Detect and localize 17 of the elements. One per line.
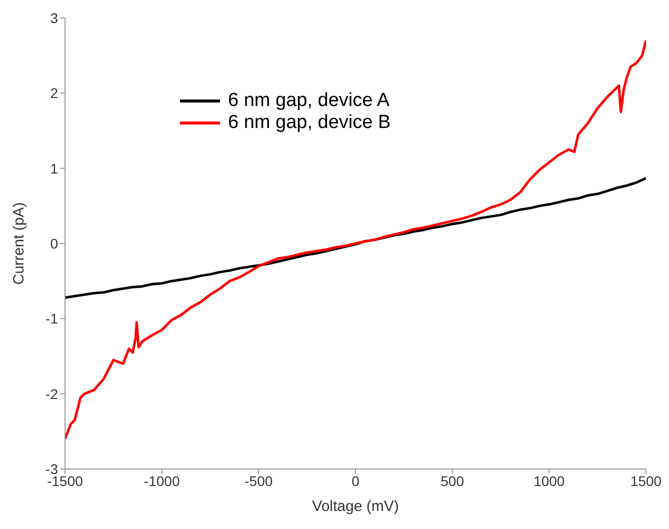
legend-label: 6 nm gap, device B [228, 112, 391, 134]
line-series [65, 39, 646, 440]
y-tick-label: 2 [50, 85, 58, 102]
x-axis-title: Voltage (mV) [312, 498, 399, 515]
legend-label: 6 nm gap, device A [228, 90, 390, 112]
y-tick-label: -2 [46, 386, 58, 402]
y-tick-label: 1 [50, 160, 58, 176]
x-tick-label: 1000 [534, 472, 565, 489]
y-tick-label: -1 [46, 310, 58, 327]
x-tick-label: 500 [440, 472, 464, 489]
y-tick-label: 0 [50, 235, 58, 252]
x-tick-label: 0 [352, 472, 360, 489]
y-axis-title: Current (pA) [10, 202, 28, 285]
x-tick-label: 1500 [630, 472, 662, 489]
y-tick-label: 3 [50, 10, 58, 26]
x-tick-label: -500 [244, 472, 273, 489]
x-tick-label: -1000 [144, 472, 180, 489]
